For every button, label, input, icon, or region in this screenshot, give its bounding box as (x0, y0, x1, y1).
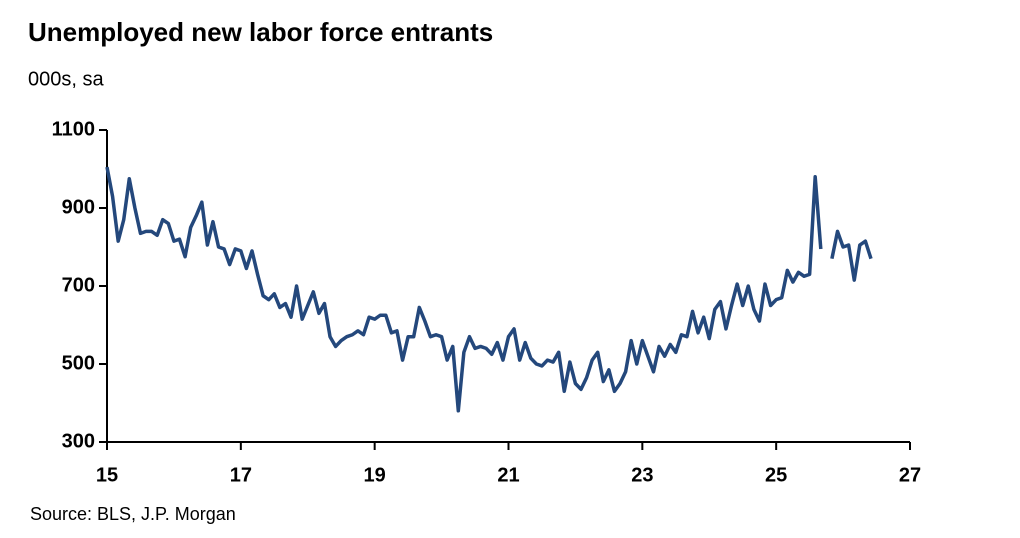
x-tick-label: 19 (364, 464, 386, 486)
x-tick-label: 21 (497, 464, 519, 486)
x-tick-label: 15 (96, 464, 118, 486)
y-tick-label: 500 (62, 352, 95, 374)
x-tick-label: 17 (230, 464, 252, 486)
y-tick-label: 300 (62, 430, 95, 452)
y-tick-label: 700 (62, 274, 95, 296)
data-line (105, 166, 873, 413)
y-tick-label: 900 (62, 196, 95, 218)
source: Source: BLS, J.P. Morgan (30, 504, 236, 524)
chart-title: Unemployed new labor force entrants (28, 17, 493, 47)
x-tick-label: 23 (631, 464, 653, 486)
y-tick-label: 1100 (52, 118, 95, 140)
x-tick-label: 27 (899, 464, 921, 486)
chart-subtitle: 000s, sa (28, 68, 104, 90)
x-tick-label: 25 (765, 464, 787, 486)
